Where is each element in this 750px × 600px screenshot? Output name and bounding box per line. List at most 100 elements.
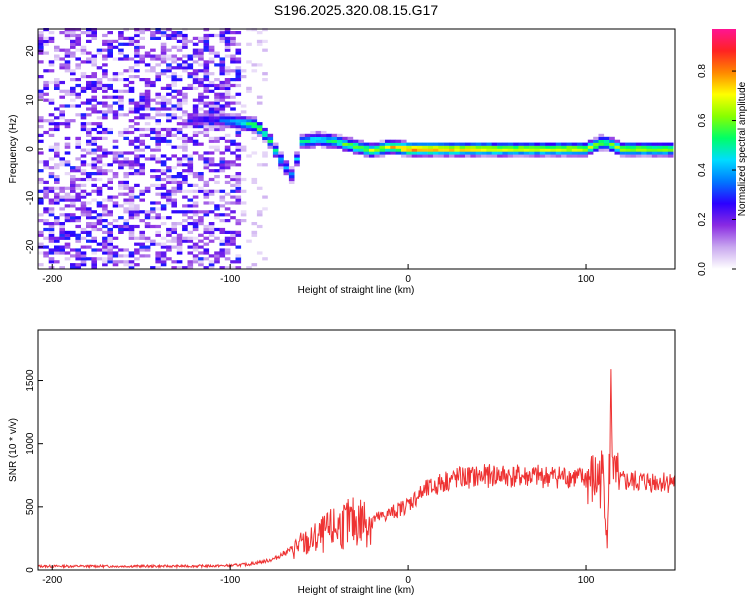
spectrogram-cell	[150, 33, 156, 38]
spectrogram-cell	[203, 227, 210, 232]
spectrogram-cell	[166, 233, 172, 237]
spectrogram-cell	[187, 222, 194, 226]
spectrogram-cell	[48, 113, 55, 117]
spectrogram-cell	[208, 116, 215, 120]
spectrogram-cell	[150, 127, 156, 132]
spectrogram-cell	[187, 39, 194, 43]
spectrogram-cell	[134, 248, 140, 252]
spectrogram-cell	[91, 104, 97, 108]
spectrogram-x-tick-label: -100	[220, 274, 240, 285]
spectrogram-cell	[235, 257, 242, 261]
spectrogram-cell	[155, 28, 161, 32]
spectrogram-cell	[214, 95, 220, 99]
spectrogram-cell	[422, 148, 428, 152]
spectrogram-cell	[374, 154, 380, 158]
spectrogram-cell	[235, 69, 242, 73]
spectrogram-cell	[112, 110, 119, 114]
spectrogram-cell	[80, 113, 87, 117]
spectrogram-cell	[235, 245, 242, 249]
spectrogram-cell	[304, 145, 311, 149]
spectrogram-cell	[86, 57, 92, 61]
spectrogram-cell	[54, 222, 60, 226]
spectrogram-cell	[224, 125, 231, 129]
spectrogram-cell	[651, 145, 658, 149]
spectrogram-cell	[198, 142, 204, 146]
spectrogram-cell	[192, 254, 199, 258]
spectrogram-cell	[70, 104, 76, 108]
spectrogram-cell	[80, 245, 87, 249]
spectrogram-cell	[150, 57, 156, 61]
spectrogram-cell	[401, 145, 407, 149]
spectrogram-cell	[96, 186, 103, 190]
spectrogram-cell	[246, 116, 252, 120]
spectrogram-cell	[91, 248, 97, 252]
spectrogram-cell	[486, 154, 492, 158]
spectrogram-cell	[54, 142, 60, 146]
colorbar-gradient	[712, 29, 736, 269]
spectrogram-cell	[208, 157, 215, 161]
spectrogram-cell	[48, 251, 55, 255]
spectrogram-cell	[219, 107, 226, 111]
spectrogram-cell	[192, 219, 199, 223]
spectrogram-cell	[176, 45, 183, 49]
spectrogram-cell	[363, 145, 370, 149]
spectrogram-cell	[86, 224, 92, 229]
spectrogram-cell	[182, 175, 188, 179]
spectrogram-cell	[470, 148, 476, 152]
spectrogram-cell	[166, 75, 172, 79]
spectrogram-cell	[224, 101, 231, 105]
spectrogram-cell	[443, 145, 450, 149]
spectrogram-cell	[171, 175, 177, 179]
spectrogram-cell	[246, 86, 252, 90]
spectrogram-cell	[598, 145, 605, 149]
spectrogram-cell	[48, 207, 55, 211]
spectrogram-cell	[203, 224, 210, 229]
spectrogram-cell	[123, 254, 129, 258]
spectrogram-cell	[315, 142, 322, 146]
spectrogram-cell	[118, 72, 124, 76]
spectrogram-cell	[128, 260, 135, 264]
spectrogram-cell	[256, 101, 263, 105]
spectrogram-cell	[224, 42, 231, 46]
spectrogram-cell	[128, 263, 135, 267]
spectrogram-cell	[219, 198, 226, 202]
spectrogram-cell	[235, 154, 242, 158]
spectrogram-cell	[48, 210, 55, 214]
spectrogram-cell	[80, 160, 87, 164]
spectrogram-cell	[144, 54, 151, 58]
spectrogram-cell	[64, 122, 71, 126]
spectrogram-cell	[609, 136, 615, 140]
spectrogram-cell	[80, 86, 87, 90]
spectrogram-cell	[208, 125, 215, 129]
spectrogram-cell	[534, 145, 540, 149]
spectrogram-cell	[651, 142, 658, 146]
spectrogram-cell	[582, 145, 589, 149]
spectrogram-cell	[102, 257, 108, 261]
spectrogram-cell	[64, 245, 71, 249]
spectrogram-cell	[160, 69, 167, 73]
spectrogram-cell	[144, 133, 151, 137]
spectrogram-cell	[54, 83, 60, 88]
spectrogram-cell	[128, 36, 135, 40]
spectrogram-cell	[75, 83, 81, 88]
spectrogram-cell	[155, 95, 161, 99]
spectrogram-cell	[107, 260, 113, 264]
spectrogram-cell	[230, 107, 236, 111]
spectrogram-cell	[134, 63, 140, 67]
spectrogram-cell	[107, 45, 113, 49]
spectrogram-cell	[192, 189, 199, 193]
spectrogram-cell	[134, 54, 140, 58]
spectrogram-cell	[70, 98, 76, 102]
spectrogram-cell	[155, 257, 161, 261]
spectrogram-cell	[86, 210, 92, 214]
spectrogram-cell	[155, 36, 161, 40]
spectrogram-cell	[182, 92, 188, 96]
snr-x-tick-label: -100	[220, 575, 240, 586]
spectrogram-cell	[48, 36, 55, 40]
spectrogram-cell	[454, 142, 460, 146]
spectrogram-cell	[433, 142, 439, 146]
spectrogram-cell	[251, 177, 258, 182]
spectrogram-cell	[304, 139, 311, 143]
spectrogram-cell	[507, 154, 514, 158]
spectrogram-cell	[139, 148, 145, 152]
